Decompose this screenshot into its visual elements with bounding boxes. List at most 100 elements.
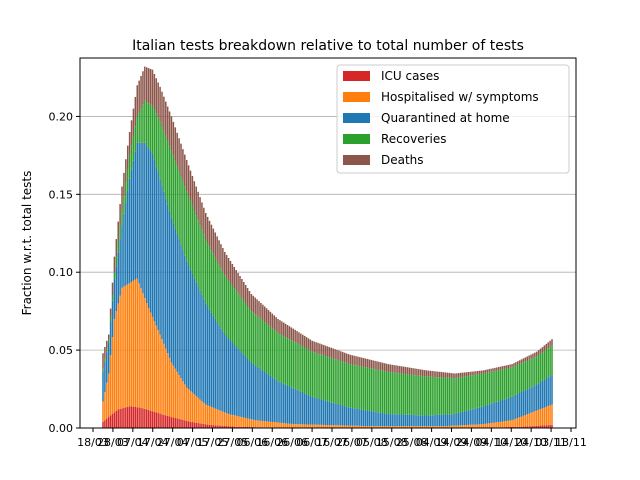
bar-segment bbox=[458, 377, 460, 413]
bar-segment bbox=[387, 371, 390, 414]
bar-segment bbox=[328, 347, 331, 358]
bar-segment bbox=[163, 130, 165, 192]
bar-segment bbox=[541, 425, 544, 428]
bar-segment bbox=[341, 405, 344, 426]
bar-segment bbox=[353, 355, 355, 365]
bar-segment bbox=[520, 363, 523, 393]
bar-segment bbox=[113, 412, 116, 428]
bar-segment bbox=[210, 406, 213, 426]
bar-segment bbox=[292, 328, 295, 342]
bar-segment bbox=[144, 66, 146, 101]
bar-segment bbox=[469, 409, 471, 425]
bar-segment bbox=[516, 393, 519, 418]
bar-segment bbox=[494, 402, 496, 423]
bar-segment bbox=[343, 352, 346, 363]
bar-segment bbox=[473, 408, 475, 425]
bar-segment bbox=[349, 354, 352, 365]
bar-segment bbox=[399, 373, 401, 415]
bar-segment bbox=[250, 311, 253, 363]
bar-segment bbox=[486, 423, 489, 428]
bar-segment bbox=[117, 303, 119, 410]
bar-segment bbox=[237, 272, 239, 294]
bar-segment bbox=[184, 384, 186, 421]
y-tick-label: 0.15 bbox=[49, 188, 74, 201]
bar-segment bbox=[324, 345, 327, 357]
bar-segment bbox=[263, 306, 266, 323]
bar-segment bbox=[444, 426, 447, 428]
bar-segment bbox=[191, 175, 194, 206]
bar-segment bbox=[397, 365, 399, 374]
bar-segment bbox=[458, 425, 460, 428]
bar-segment bbox=[433, 426, 435, 428]
bar-segment bbox=[182, 149, 184, 182]
bar-segment bbox=[490, 371, 492, 404]
bar-segment bbox=[277, 332, 279, 382]
bar-segment bbox=[440, 426, 443, 428]
bar-segment bbox=[482, 424, 485, 428]
bar-segment bbox=[140, 288, 142, 408]
bar-segment bbox=[271, 377, 274, 422]
bar-segment bbox=[526, 414, 529, 427]
bar-segment bbox=[273, 422, 275, 428]
bar-segment bbox=[220, 244, 222, 269]
bar-segment bbox=[362, 358, 365, 367]
bar-segment bbox=[197, 286, 199, 398]
bar-segment bbox=[290, 387, 293, 424]
bar-segment bbox=[328, 425, 331, 428]
bar-segment bbox=[199, 423, 201, 428]
bar-segment bbox=[461, 372, 464, 377]
bar-segment bbox=[248, 291, 251, 309]
bar-segment bbox=[484, 405, 487, 424]
bar-segment bbox=[134, 406, 137, 428]
bar-segment bbox=[123, 196, 125, 214]
bar-segment bbox=[237, 293, 239, 349]
bar-segment bbox=[305, 337, 308, 349]
bar-segment bbox=[503, 368, 506, 400]
bar-segment bbox=[286, 423, 289, 428]
bar-segment bbox=[435, 371, 437, 378]
legend-swatch bbox=[343, 134, 370, 144]
bar-segment bbox=[296, 331, 298, 344]
bar-segment bbox=[345, 425, 348, 428]
bar-segment bbox=[132, 160, 135, 281]
bar-segment bbox=[362, 366, 365, 410]
bar-segment bbox=[269, 375, 272, 422]
bar-segment bbox=[229, 283, 232, 341]
bar-segment bbox=[265, 373, 268, 422]
bar-segment bbox=[168, 211, 171, 358]
bar-segment bbox=[551, 404, 553, 425]
bar-segment bbox=[522, 358, 525, 363]
bar-segment bbox=[233, 344, 236, 416]
bar-segment bbox=[182, 381, 184, 420]
bar-segment bbox=[294, 329, 296, 343]
bar-segment bbox=[473, 371, 475, 376]
bar-segment bbox=[132, 280, 135, 407]
bar-segment bbox=[248, 360, 251, 419]
bar-segment bbox=[193, 181, 196, 211]
bar-segment bbox=[515, 362, 517, 366]
bar-segment bbox=[534, 352, 536, 358]
bar-segment bbox=[239, 350, 241, 417]
bar-segment bbox=[336, 349, 338, 360]
bar-segment bbox=[106, 352, 108, 383]
bar-segment bbox=[442, 377, 445, 415]
bar-segment bbox=[201, 294, 203, 402]
bar-segment bbox=[218, 410, 220, 426]
bar-segment bbox=[222, 271, 224, 332]
bar-segment bbox=[334, 349, 336, 360]
bar-segment bbox=[309, 350, 312, 396]
bar-segment bbox=[197, 397, 199, 424]
bar-segment bbox=[262, 370, 264, 421]
bar-segment bbox=[416, 426, 418, 428]
bar-segment bbox=[353, 425, 355, 428]
bar-segment bbox=[275, 379, 277, 423]
bar-segment bbox=[187, 389, 190, 422]
bar-segment bbox=[380, 412, 382, 427]
bar-segment bbox=[260, 369, 262, 421]
bar-segment bbox=[433, 415, 435, 427]
bar-segment bbox=[189, 269, 192, 391]
bar-segment bbox=[400, 414, 403, 427]
bar-segment bbox=[298, 390, 300, 425]
bar-segment bbox=[311, 351, 314, 397]
bar-segment bbox=[494, 367, 496, 371]
